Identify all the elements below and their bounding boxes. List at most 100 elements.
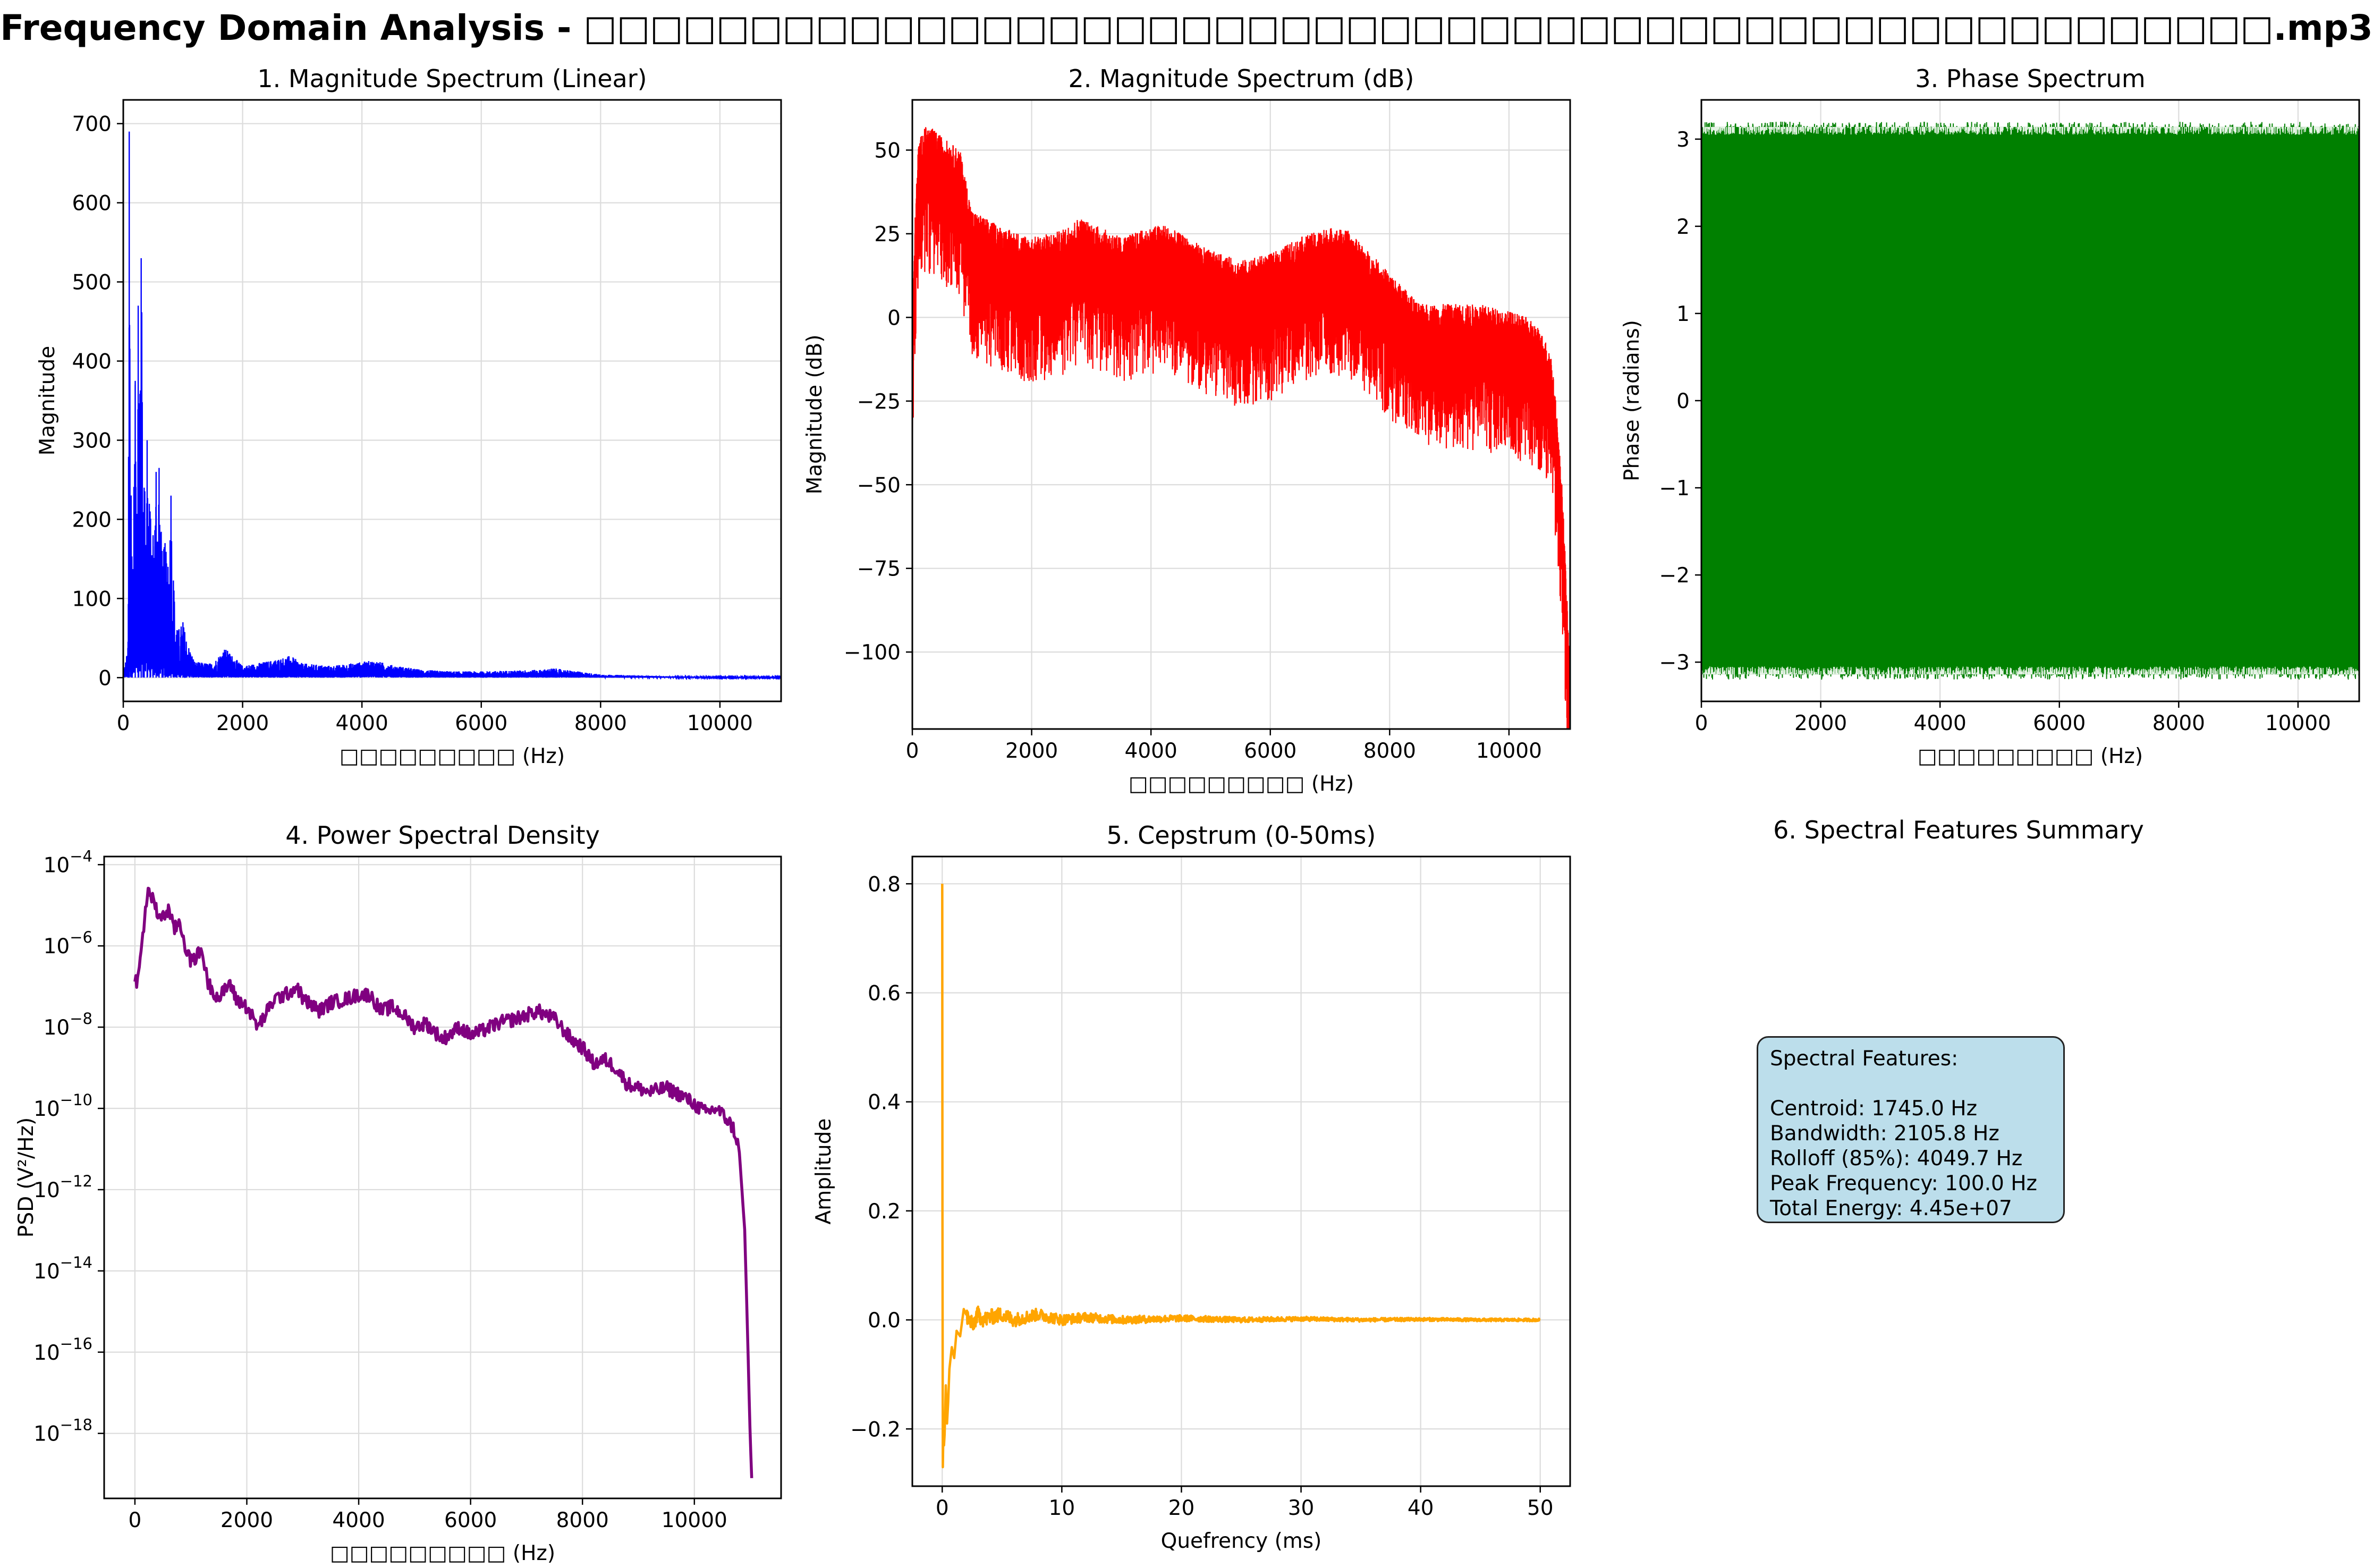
y-tick-label: 1: [1676, 302, 1690, 326]
y-tick-label-exponent: −12: [60, 1172, 92, 1190]
y-tick-label: 2: [1676, 215, 1690, 239]
x-tick-label: 50: [1527, 1496, 1554, 1520]
x-tick-label: 30: [1288, 1496, 1315, 1520]
series-line: [123, 131, 781, 680]
x-tick-label: 2000: [1794, 711, 1847, 735]
panel-p5: 0 10 20 30 40 50 0.8 0.6 0.4 0.2 0.0 −0.2 5. Cepstru…: [812, 821, 1571, 1553]
y-tick-label-base: 10: [33, 1260, 60, 1284]
summary-panel-title: 6. Spectral Features Summary: [1773, 816, 2144, 844]
x-tick-label: 2000: [221, 1508, 273, 1532]
y-tick-label: −75: [857, 557, 901, 581]
y-tick-label-base: 10: [33, 1341, 60, 1365]
y-tick-label: 10−6: [44, 928, 92, 959]
y-tick-label: 0.0: [868, 1309, 901, 1333]
panel-p2: 0 2000 4000 6000 8000 10000 50 25 0 −25 −50 −75 −100…: [803, 64, 1571, 796]
y-tick-label-base: 10: [44, 853, 70, 877]
x-tick-label: 6000: [455, 711, 507, 735]
y-tick-label: −3: [1659, 651, 1690, 675]
axes-frame: [911, 99, 1571, 730]
y-tick-label: 0.4: [868, 1091, 901, 1115]
summary-heading: Spectral Features:: [1770, 1047, 1959, 1071]
x-tick-label: 8000: [556, 1508, 609, 1532]
series-line: [133, 886, 753, 1478]
x-tick-label: 40: [1408, 1496, 1434, 1520]
plot-area: [912, 127, 1570, 729]
y-tick-label-exponent: −14: [60, 1253, 92, 1272]
y-axis-label: PSD (V²/Hz): [14, 1117, 38, 1238]
y-tick-label: 25: [874, 223, 901, 247]
y-tick-label-exponent: −4: [70, 847, 92, 865]
y-tick-label: 200: [72, 508, 112, 532]
y-tick-label-exponent: −10: [60, 1091, 92, 1109]
figure-title: Frequency Domain Analysis - □□□□□□□□□□□□…: [0, 7, 2373, 48]
x-tick-label: 0: [128, 1508, 141, 1532]
series-spikes: [1703, 122, 2359, 680]
x-tick-label: 20: [1168, 1496, 1195, 1520]
panel-title: 5. Cepstrum (0-50ms): [1107, 821, 1376, 850]
y-tick-label: 0.6: [868, 981, 901, 1005]
x-tick-label: 2000: [216, 711, 269, 735]
x-axis-label: □□□□□□□□□ (Hz): [1129, 772, 1354, 796]
x-tick-label: 6000: [444, 1508, 497, 1532]
y-tick-label: 50: [874, 139, 901, 163]
y-tick-label: 0: [887, 306, 901, 330]
y-tick-label: 0: [1676, 389, 1690, 413]
y-tick-label-exponent: −6: [70, 928, 92, 946]
y-axis-label: Magnitude: [36, 346, 60, 456]
summary-spacer: [1770, 1071, 2052, 1096]
x-tick-label: 6000: [1244, 739, 1296, 763]
y-tick-label: 10−12: [33, 1172, 92, 1202]
y-tick-label: −25: [857, 390, 901, 414]
x-axis-label: □□□□□□□□□ (Hz): [330, 1541, 555, 1565]
panel-title: 4. Power Spectral Density: [285, 821, 600, 850]
x-axis-label: □□□□□□□□□ (Hz): [340, 744, 565, 768]
x-tick-label: 6000: [2033, 711, 2086, 735]
y-tick-label-base: 10: [33, 1097, 60, 1121]
panel-p4: 0 2000 4000 6000 8000 1000010−410−610−810−101…: [14, 821, 782, 1565]
y-tick-label: 600: [72, 192, 112, 216]
summary-rolloff: Rolloff (85%): 4049.7 Hz: [1770, 1147, 2023, 1171]
panel-p1: 0 2000 4000 6000 8000 10000 0 100 200 300 400 500 60…: [36, 64, 782, 768]
panel-title: 3. Phase Spectrum: [1915, 64, 2145, 93]
x-tick-label: 10: [1049, 1496, 1075, 1520]
summary-total-energy: Total Energy: 4.45e+07: [1770, 1197, 2012, 1221]
y-tick-label-base: 10: [33, 1422, 60, 1446]
y-tick-label: 10−10: [33, 1091, 92, 1121]
x-tick-label: 4000: [332, 1508, 385, 1532]
x-tick-label: 10000: [2265, 711, 2331, 735]
y-tick-label: −0.2: [850, 1418, 901, 1442]
y-axis-label: Phase (radians): [1620, 320, 1644, 481]
x-tick-label: 4000: [1125, 739, 1177, 763]
spectral-features-box: Spectral Features: Centroid: 1745.0 Hz B…: [1757, 1036, 2065, 1223]
x-tick-label: 8000: [1363, 739, 1416, 763]
y-tick-label: 0.8: [868, 872, 901, 896]
y-tick-label: −100: [844, 641, 901, 665]
series-line: [912, 127, 1570, 729]
x-tick-label: 10000: [662, 1508, 727, 1532]
y-tick-label-exponent: −16: [60, 1335, 92, 1353]
panel-title: 1. Magnitude Spectrum (Linear): [257, 64, 647, 93]
y-tick-label-base: 10: [44, 935, 70, 959]
plot-area: [941, 884, 1541, 1469]
x-tick-label: 0: [117, 711, 130, 735]
plot-area: [123, 131, 781, 680]
summary-centroid: Centroid: 1745.0 Hz: [1770, 1097, 1978, 1121]
y-tick-label: 10−18: [33, 1416, 92, 1446]
panel-p3: 0 2000 4000 6000 8000 10000 3 2 1 0 −1 −2 −3 3. Phase…: [1620, 64, 2360, 768]
x-axis-label: Quefrency (ms): [1161, 1529, 1322, 1553]
y-tick-label: 700: [72, 113, 112, 137]
y-tick-label-base: 10: [33, 1179, 60, 1202]
y-tick-label: 400: [72, 350, 112, 374]
panel-title: 2. Magnitude Spectrum (dB): [1068, 64, 1414, 93]
x-tick-label: 0: [936, 1496, 949, 1520]
series-fill: [1701, 126, 2359, 675]
y-tick-label-exponent: −8: [70, 1010, 92, 1028]
x-tick-label: 8000: [574, 711, 627, 735]
y-tick-label: 10−14: [33, 1253, 92, 1284]
y-tick-label: 0.2: [868, 1200, 901, 1224]
y-tick-label-exponent: −18: [60, 1416, 92, 1434]
summary-bandwidth: Bandwidth: 2105.8 Hz: [1770, 1122, 1999, 1146]
y-tick-label: −2: [1659, 564, 1690, 588]
x-tick-label: 0: [906, 739, 919, 763]
x-tick-label: 4000: [336, 711, 388, 735]
